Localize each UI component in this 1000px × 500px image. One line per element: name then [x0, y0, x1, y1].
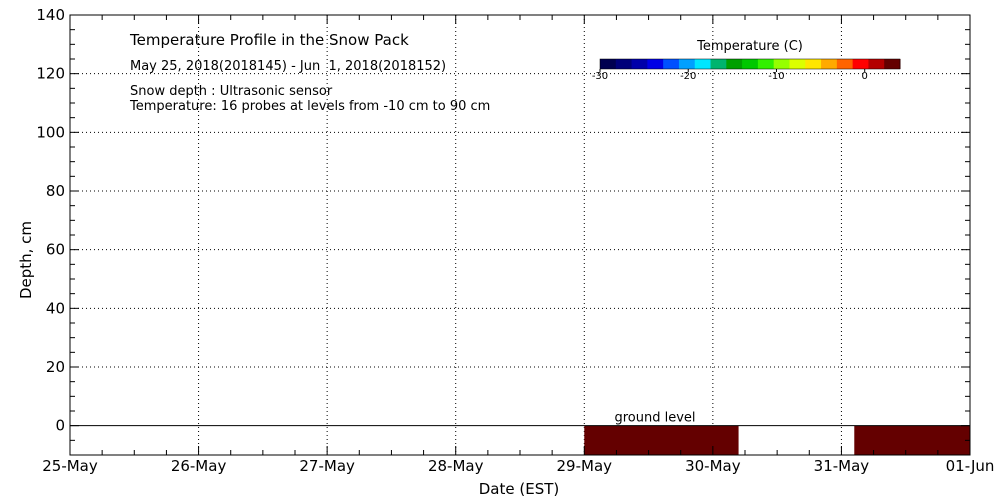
chart-title: Temperature Profile in the Snow Pack: [129, 31, 409, 49]
grid-lines: [70, 15, 970, 455]
colorbar-swatch: [757, 59, 775, 69]
x-tick-label: 28-May: [428, 457, 484, 475]
colorbar-swatch: [868, 59, 885, 69]
colorbar-frame: [599, 58, 901, 70]
colorbar-swatch: [663, 59, 680, 69]
colorbar-swatch: [710, 59, 727, 69]
note-temperature-probes: Temperature: 16 probes at levels from -1…: [129, 99, 490, 114]
y-tick-label: 140: [36, 6, 65, 24]
colorbar-swatch: [884, 59, 901, 69]
colorbar-swatch: [836, 59, 854, 69]
y-axis-title: Depth, cm: [17, 221, 35, 299]
y-tick-label: 80: [46, 182, 65, 200]
colorbar-tick-label: -30: [592, 71, 608, 82]
x-tick-label: 29-May: [557, 457, 613, 475]
colorbar-swatch: [694, 59, 712, 69]
colorbar-swatch: [742, 59, 759, 69]
y-tick-label: 100: [36, 123, 65, 141]
x-axis-title: Date (EST): [479, 480, 560, 498]
x-tick-label: 25-May: [42, 457, 98, 475]
temperature-block: [584, 425, 739, 455]
colorbar-swatch: [678, 59, 696, 69]
colorbar-swatch: [726, 59, 743, 69]
y-tick-label: 60: [46, 241, 65, 259]
colorbar-tick-label: -20: [680, 71, 696, 82]
colorbar-swatch: [821, 59, 838, 69]
colorbar-tick-label: -10: [768, 71, 784, 82]
y-tick-label: 40: [46, 299, 65, 317]
colorbar-swatch: [773, 59, 790, 69]
temperature-blocks: [584, 425, 970, 455]
temperature-block: [854, 425, 970, 455]
y-tick-label: 120: [36, 65, 65, 83]
x-tick-label: 01-Jun: [946, 457, 995, 475]
x-axis-ticks: 25-May 26-May 27-May 28-May 29-May 30-May 31-M…: [42, 15, 994, 475]
y-tick-label: 0: [55, 417, 65, 435]
colorbar-swatch: [789, 59, 806, 69]
colorbar-swatch: [852, 59, 869, 69]
colorbar-swatch: [615, 59, 633, 69]
colorbar-swatch: [631, 59, 648, 69]
x-tick-label: 30-May: [685, 457, 741, 475]
colorbar-swatch: [600, 59, 617, 69]
plot-frame: [69, 14, 971, 456]
colorbar-tick-label: 0: [862, 71, 868, 82]
ground-level-label: ground level: [614, 411, 695, 426]
colorbar-title: Temperature (C): [696, 39, 803, 54]
colorbar: -30 -20 -10 0: [592, 58, 901, 82]
x-tick-label: 26-May: [171, 457, 227, 475]
y-tick-label: 20: [46, 358, 65, 376]
x-tick-label: 27-May: [299, 457, 355, 475]
chart-subtitle: May 25, 2018(2018145) - Jun 1, 2018(2018…: [130, 59, 446, 74]
note-snow-depth: Snow depth : Ultrasonic sensor: [130, 84, 333, 99]
colorbar-swatch: [647, 59, 664, 69]
colorbar-swatch: [805, 59, 822, 69]
x-tick-label: 31-May: [814, 457, 870, 475]
y-axis-ticks: 0 20 40 60 80 100 120 140: [36, 6, 970, 456]
